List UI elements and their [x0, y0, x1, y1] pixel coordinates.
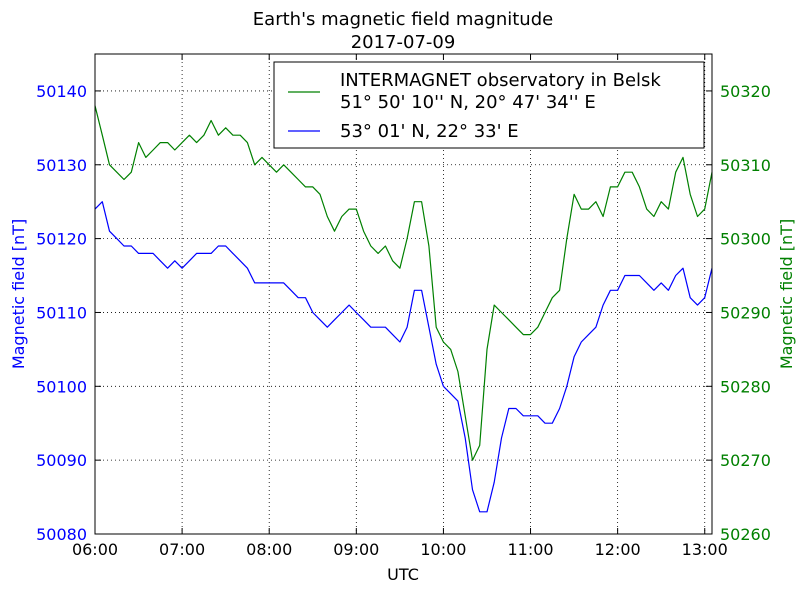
chart-subtitle: 2017-07-09	[351, 32, 456, 53]
y-left-tick-label: 50090	[36, 451, 87, 470]
x-tick-label: 12:00	[595, 540, 641, 559]
y-right-tick-label: 50310	[720, 156, 771, 175]
ticks-layer: 06:00 07:00 08:00 09:00 10:00 11:00 12:00 13:00…	[36, 54, 771, 559]
y-left-tick-label: 50130	[36, 156, 87, 175]
x-axis-label: UTC	[387, 565, 419, 584]
x-tick-label: 06:00	[72, 540, 118, 559]
x-tick-label: 11:00	[507, 540, 553, 559]
y-right-tick-label: 50300	[720, 230, 771, 249]
y-right-tick-label: 50260	[720, 525, 771, 544]
chart-title: Earth's magnetic field magnitude	[253, 9, 553, 30]
x-tick-label: 10:00	[420, 540, 466, 559]
series-line-belsk	[94, 105, 713, 461]
y-left-tick-label: 50140	[36, 82, 87, 101]
y-axis-label-right: Magnetic field [nT]	[777, 219, 796, 369]
x-tick-label: 07:00	[159, 540, 205, 559]
y-right-tick-label: 50280	[720, 377, 771, 396]
y-axis-label-left: Magnetic field [nT]	[9, 219, 28, 369]
plot-frame	[94, 53, 713, 535]
y-right-tick-label: 50270	[720, 451, 771, 470]
x-tick-label: 13:00	[682, 540, 728, 559]
legend-label-belsk: INTERMAGNET observatory in Belsk	[340, 70, 661, 91]
x-tick-label: 09:00	[333, 540, 379, 559]
y-left-tick-label: 50110	[36, 303, 87, 322]
y-left-tick-label: 50080	[36, 525, 87, 544]
legend-label-second: 53° 01' N, 22° 33' E	[340, 121, 519, 142]
y-left-tick-label: 50100	[36, 377, 87, 396]
x-tick-label: 08:00	[246, 540, 292, 559]
legend-label-belsk-coords: 51° 50' 10'' N, 20° 47' 34'' E	[340, 92, 596, 113]
series-line-second	[94, 201, 713, 513]
y-right-tick-label: 50290	[720, 303, 771, 322]
legend-box	[273, 61, 705, 149]
y-right-tick-label: 50320	[720, 82, 771, 101]
series-layer	[94, 105, 713, 513]
legend: INTERMAGNET observatory in Belsk 51° 50'…	[273, 61, 705, 149]
y-left-tick-label: 50120	[36, 230, 87, 249]
